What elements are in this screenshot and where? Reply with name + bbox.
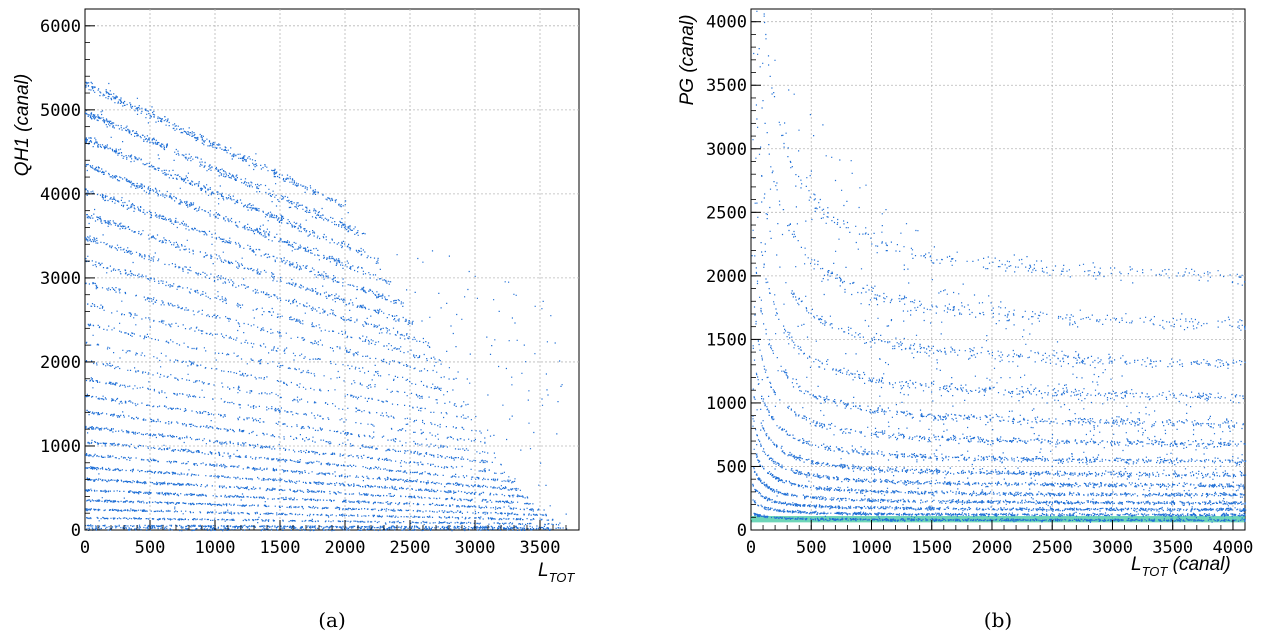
panel-b-x-axis-label: LTOT (canal) — [1131, 554, 1231, 579]
y-tick-label: 4000 — [40, 185, 81, 205]
scatter-points — [85, 81, 568, 532]
panel-b-caption: (b) — [984, 608, 1012, 632]
y-tick-label: 5000 — [40, 101, 81, 121]
y-tick-label: 4000 — [706, 13, 747, 33]
x-tick-label: 3500 — [1152, 538, 1193, 558]
panel-b-y-ticks: 0 500 1000 1500 2000 2500 3000 3500 4000 — [706, 8, 761, 541]
x-tick-label: 1500 — [911, 538, 952, 558]
panel-a-y-axis-label: QH1 (canal) — [12, 74, 33, 176]
scatter-points — [751, 10, 1247, 523]
x-tick-label: 2500 — [390, 538, 431, 558]
panel-a: 0 500 1000 1500 2000 2500 3000 3500 0 1000 2000 30… — [12, 8, 580, 632]
y-tick-label: 3000 — [40, 269, 81, 289]
panel-b-grid — [751, 9, 1245, 530]
y-tick-label: 0 — [737, 521, 747, 541]
y-tick-label: 0 — [71, 521, 81, 541]
y-tick-label: 2000 — [706, 267, 747, 287]
x-tick-label: 500 — [796, 538, 827, 558]
panel-b-plot-area — [750, 8, 1246, 531]
y-tick-label: 3500 — [706, 76, 747, 96]
y-tick-label: 2000 — [40, 353, 81, 373]
x-tick-label: 3000 — [455, 538, 496, 558]
panel-a-points — [85, 81, 568, 532]
x-tick-label: 1500 — [260, 538, 301, 558]
y-tick-label: 1500 — [706, 330, 747, 350]
y-tick-label: 1000 — [706, 394, 747, 414]
panel-b-x-ticks: 0 500 1000 1500 2000 2500 3000 3500 4000 — [746, 520, 1253, 558]
y-tick-label: 6000 — [40, 17, 81, 37]
x-tick-label: 0 — [80, 538, 90, 558]
panel-a-plot-area — [84, 8, 580, 531]
panel-a-x-axis-label: LTOT — [538, 560, 575, 585]
panel-a-grid — [85, 9, 579, 530]
x-tick-label: 2500 — [1032, 538, 1073, 558]
panel-b-y-axis-label: PG (canal) — [677, 15, 698, 106]
panel-a-x-ticks: 0 500 1000 1500 2000 2500 3000 3500 — [80, 520, 580, 558]
x-tick-label: 500 — [135, 538, 166, 558]
panel-b-points — [751, 10, 1247, 523]
panel-b-dense-band — [751, 516, 1245, 523]
y-tick-label: 2500 — [706, 203, 747, 223]
x-tick-label: 3500 — [520, 538, 561, 558]
x-tick-label: 0 — [746, 538, 756, 558]
x-tick-label: 4000 — [1212, 538, 1253, 558]
x-tick-label: 1000 — [195, 538, 236, 558]
y-tick-label: 3000 — [706, 140, 747, 160]
x-tick-label: 2000 — [325, 538, 366, 558]
panel-a-caption: (a) — [318, 608, 346, 632]
y-tick-label: 500 — [716, 457, 747, 477]
x-tick-label: 3000 — [1092, 538, 1133, 558]
x-tick-label: 1000 — [851, 538, 892, 558]
y-tick-label: 1000 — [40, 437, 81, 457]
panel-a-y-ticks: 0 1000 2000 3000 4000 5000 6000 — [40, 8, 95, 541]
x-tick-label: 2000 — [971, 538, 1012, 558]
panel-b: 0 500 1000 1500 2000 2500 3000 3500 4000 0 500 100… — [677, 8, 1253, 632]
